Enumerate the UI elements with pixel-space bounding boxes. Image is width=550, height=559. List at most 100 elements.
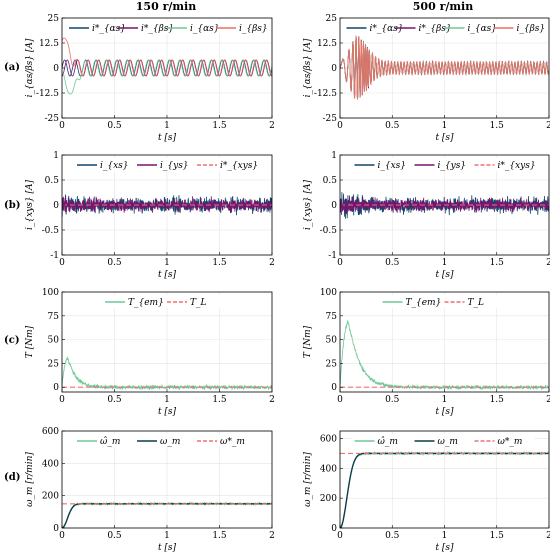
legend-entry: i*_{xys} bbox=[498, 161, 536, 171]
legend-entry: i_{ys} bbox=[438, 161, 467, 171]
x-tick-label: 1.5 bbox=[490, 531, 505, 541]
legend: i_{xs} i_{ys} i*_{xys} bbox=[75, 158, 258, 171]
y-tick-label: 100 bbox=[42, 288, 59, 298]
chart-c-150: 0 0.5 1 1.5 2 0 25 50 75 100 t [s] T [Nm] T_{em} T_L bbox=[25, 288, 275, 417]
x-tick-label: 1.5 bbox=[212, 531, 227, 541]
y-tick-label: 600 bbox=[320, 434, 337, 444]
y-tick-label: 25 bbox=[48, 359, 60, 369]
y-tick-label: -25 bbox=[323, 114, 338, 124]
x-tick-label: 1 bbox=[442, 395, 448, 405]
x-axis-label: t [s] bbox=[158, 407, 177, 417]
legend-entry: i_{ys} bbox=[160, 161, 189, 171]
legend-entry: i_{βs} bbox=[517, 24, 546, 34]
legend-entry: ω̂_m bbox=[100, 436, 120, 447]
y-tick-label: -12.5 bbox=[36, 89, 59, 99]
y-tick-label: 400 bbox=[320, 464, 337, 474]
y-tick-label: -1 bbox=[328, 251, 337, 261]
y-tick-label: 0.5 bbox=[45, 176, 60, 186]
y-tick-label: 50 bbox=[326, 336, 338, 346]
y-tick-label: -12.5 bbox=[314, 89, 337, 99]
x-tick-label: 2 bbox=[269, 121, 275, 131]
x-tick-label: 1.5 bbox=[212, 121, 227, 131]
x-tick-label: 2 bbox=[546, 258, 550, 268]
legend: i_{xs} i_{ys} i*_{xys} bbox=[352, 158, 536, 171]
y-axis-label: i_{αs/βs} [A] bbox=[303, 38, 313, 97]
x-tick-label: 0 bbox=[337, 121, 343, 131]
legend-entry: ω_m bbox=[160, 437, 180, 447]
chart-b-500: 0 0.5 1 1.5 2 -1 -0.5 0 0.5 1 t [s] i_{xys} [A] i_{x… bbox=[303, 151, 550, 280]
chart-c-500: 0 0.5 1 1.5 2 0 25 50 75 100 t [s] T [Nm] T_{em} T_L bbox=[303, 288, 550, 417]
row-label-a: (a) bbox=[4, 62, 20, 73]
x-axis-label: t [s] bbox=[158, 270, 177, 280]
x-tick-label: 0 bbox=[337, 531, 343, 541]
x-tick-label: 0 bbox=[59, 121, 65, 131]
series-group bbox=[340, 450, 549, 528]
x-axis-label: t [s] bbox=[435, 133, 454, 143]
x-tick-label: 2 bbox=[269, 395, 275, 405]
legend-entry: T_L bbox=[468, 298, 485, 308]
series-group bbox=[340, 192, 549, 219]
row-label-b: (b) bbox=[4, 200, 20, 211]
y-tick-label: 0.5 bbox=[323, 176, 338, 186]
y-tick-label: 600 bbox=[42, 427, 59, 437]
x-tick-label: 0 bbox=[59, 531, 65, 541]
y-tick-label: 25 bbox=[326, 14, 338, 24]
series-line-3 bbox=[62, 37, 272, 77]
row-label-c: (c) bbox=[4, 335, 20, 346]
y-tick-label: 200 bbox=[320, 494, 337, 504]
y-axis-label: ω_m [r/min] bbox=[303, 452, 313, 507]
x-tick-label: 0.5 bbox=[385, 531, 400, 541]
x-tick-label: 1 bbox=[164, 121, 170, 131]
y-tick-label: 0 bbox=[331, 64, 337, 74]
legend-entry: i_{xs} bbox=[378, 161, 407, 171]
x-axis-label: t [s] bbox=[435, 407, 454, 417]
legend: ω̂_m ω_m ω*_m bbox=[352, 434, 535, 447]
legend-entry: i_{βs} bbox=[239, 24, 268, 34]
y-axis-label: T [Nm] bbox=[25, 325, 35, 358]
legend-entry: ω̂_m bbox=[378, 436, 398, 447]
legend-entry: i*_{βs} bbox=[141, 24, 174, 34]
x-tick-label: 1 bbox=[164, 531, 170, 541]
y-tick-label: 12.5 bbox=[317, 39, 337, 49]
y-tick-label: -0.5 bbox=[320, 226, 338, 236]
series-line-0 bbox=[62, 356, 272, 391]
y-tick-label: 1 bbox=[331, 151, 337, 161]
series-line-3 bbox=[340, 36, 549, 100]
x-tick-label: 0.5 bbox=[107, 258, 122, 268]
legend-entry: i*_{αs} bbox=[92, 24, 126, 34]
y-axis-label: T [Nm] bbox=[303, 325, 313, 358]
x-tick-label: 2 bbox=[546, 121, 550, 131]
chart-b-150: 0 0.5 1 1.5 2 -1 -0.5 0 0.5 1 t [s] i_{xys} [A] i_{x… bbox=[25, 151, 275, 280]
legend-entry: i*_{xys} bbox=[220, 161, 258, 171]
x-tick-label: 1.5 bbox=[212, 258, 227, 268]
x-tick-label: 2 bbox=[269, 258, 275, 268]
legend-entry: i_{αs} bbox=[190, 24, 220, 34]
column-title-150: 150 r/min bbox=[136, 0, 196, 13]
y-tick-label: 75 bbox=[48, 312, 60, 322]
x-tick-label: 0.5 bbox=[107, 531, 122, 541]
y-tick-label: 0 bbox=[53, 383, 59, 393]
legend-entry: i*_{αs} bbox=[370, 24, 404, 34]
y-tick-label: 0 bbox=[331, 524, 337, 534]
x-tick-label: 1 bbox=[164, 395, 170, 405]
x-tick-label: 2 bbox=[546, 531, 550, 541]
y-axis-label: i_{xys} [A] bbox=[25, 180, 35, 230]
y-tick-label: 0 bbox=[331, 201, 337, 211]
legend: i*_{αs} i*_{βs} i_{αs} i_{βs} bbox=[344, 21, 546, 34]
legend-entry: T_L bbox=[190, 298, 207, 308]
series-group bbox=[62, 37, 272, 95]
y-tick-label: 25 bbox=[326, 359, 338, 369]
y-axis-label: ω_m [r/min] bbox=[25, 452, 35, 507]
series-group bbox=[340, 320, 549, 391]
series-group bbox=[62, 500, 272, 528]
y-tick-label: 25 bbox=[48, 14, 60, 24]
row-label-d: (d) bbox=[4, 472, 20, 483]
x-tick-label: 0.5 bbox=[107, 121, 122, 131]
legend: i*_{αs} i*_{βs} i_{αs} i_{βs} bbox=[67, 21, 268, 34]
series-line-0 bbox=[340, 320, 549, 391]
y-tick-label: 0 bbox=[53, 201, 59, 211]
x-tick-label: 2 bbox=[546, 395, 550, 405]
